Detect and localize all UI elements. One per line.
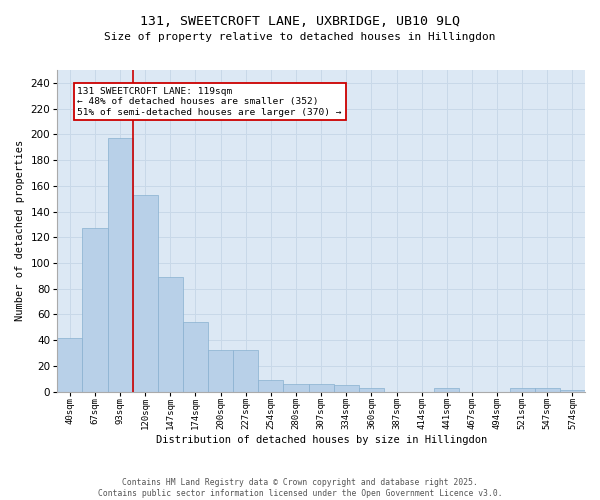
Bar [258,380,283,392]
Text: 131, SWEETCROFT LANE, UXBRIDGE, UB10 9LQ: 131, SWEETCROFT LANE, UXBRIDGE, UB10 9LQ [140,15,460,28]
Bar [434,388,460,392]
Bar [82,228,107,392]
Bar [233,350,258,392]
Bar [133,195,158,392]
Text: 131 SWEETCROFT LANE: 119sqm
← 48% of detached houses are smaller (352)
51% of se: 131 SWEETCROFT LANE: 119sqm ← 48% of det… [77,86,342,117]
Bar [57,338,82,392]
Bar [509,388,535,392]
Y-axis label: Number of detached properties: Number of detached properties [15,140,25,322]
Bar [183,322,208,392]
Text: Size of property relative to detached houses in Hillingdon: Size of property relative to detached ho… [104,32,496,42]
Bar [560,390,585,392]
X-axis label: Distribution of detached houses by size in Hillingdon: Distribution of detached houses by size … [155,435,487,445]
Bar [535,388,560,392]
Bar [208,350,233,392]
Bar [334,385,359,392]
Bar [283,384,308,392]
Bar [158,277,183,392]
Text: Contains HM Land Registry data © Crown copyright and database right 2025.
Contai: Contains HM Land Registry data © Crown c… [98,478,502,498]
Bar [308,384,334,392]
Bar [107,138,133,392]
Bar [359,388,384,392]
